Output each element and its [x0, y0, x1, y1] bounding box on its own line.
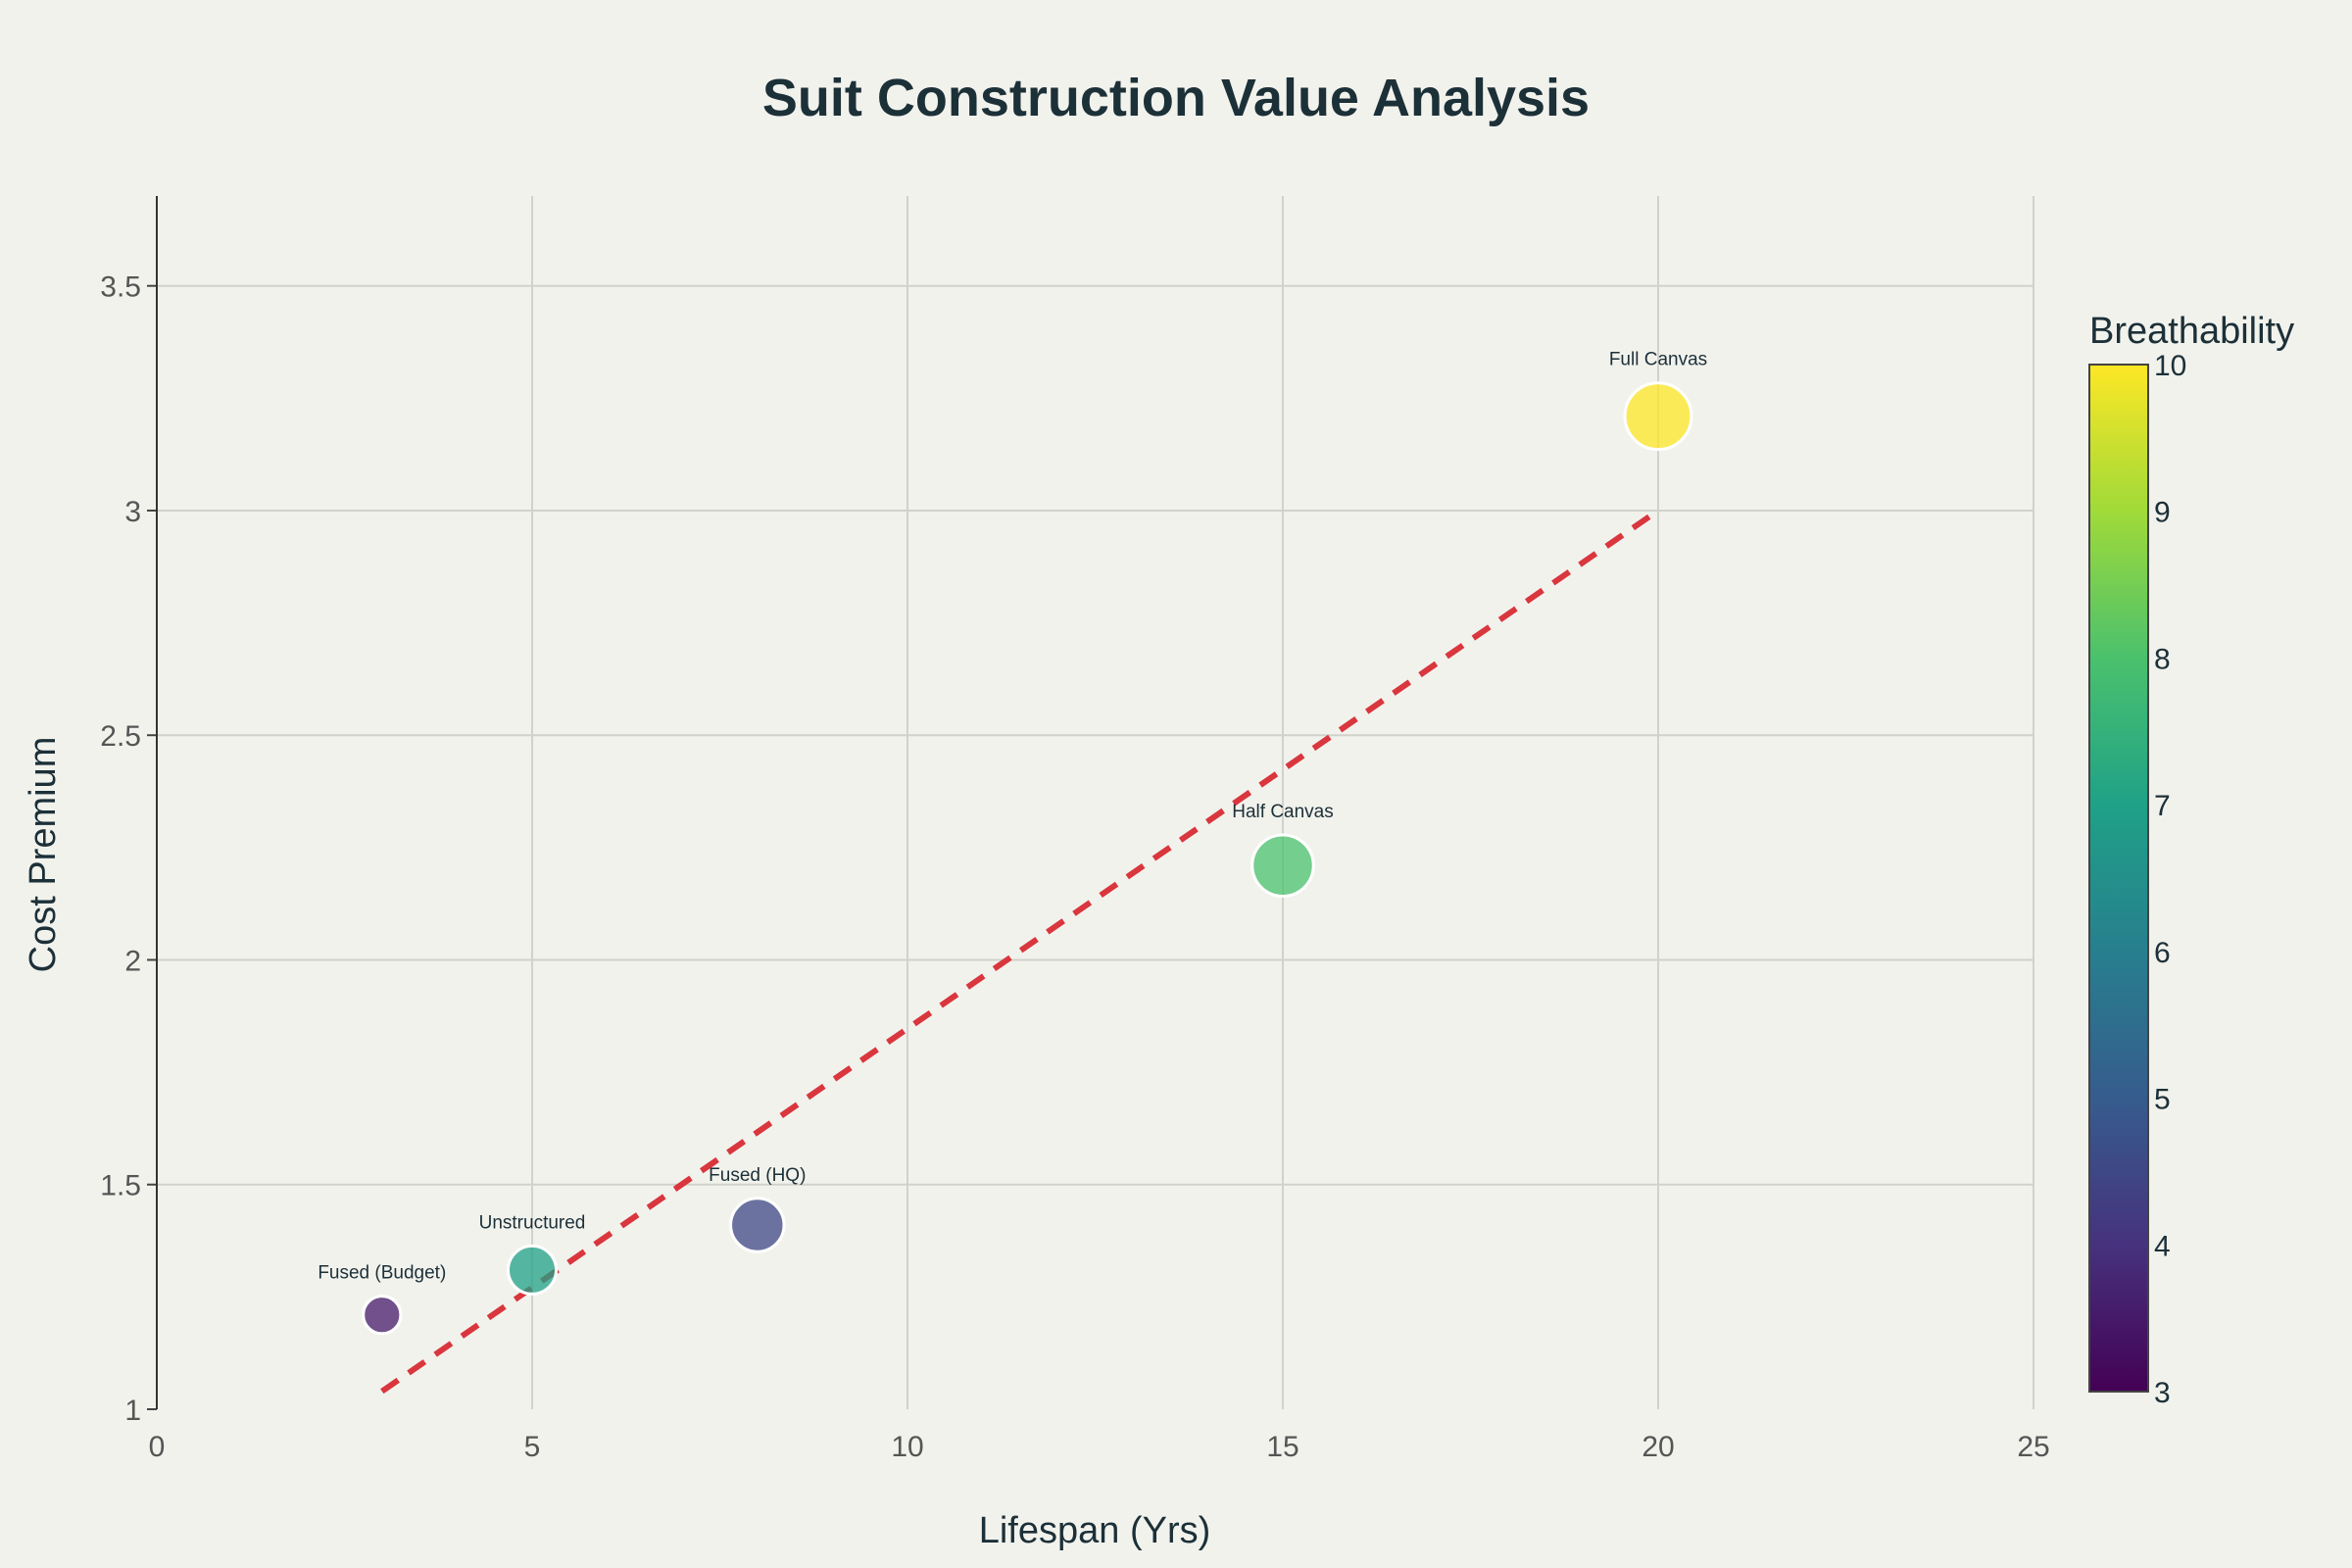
y-tick-label: 3.5: [100, 271, 141, 304]
scatter-point[interactable]: [507, 1244, 558, 1296]
trendline-group: [380, 508, 1660, 1395]
colorbar-tick-label: 5: [2154, 1084, 2171, 1116]
scatter-point[interactable]: [362, 1295, 403, 1336]
colorbar-ticks: 3 4 5 6 7 8 9 10: [2154, 350, 2186, 1409]
y-axis-title: Cost Premium: [23, 737, 64, 973]
points-group: [362, 381, 1693, 1336]
y-tick-label: 1: [124, 1395, 141, 1427]
x-tick-label: 5: [524, 1431, 541, 1463]
colorbar-tick-label: 7: [2154, 790, 2171, 822]
colorbar-title: Breathability: [2089, 311, 2294, 352]
y-tick-label: 3: [124, 496, 141, 528]
colorbar-tick-label: 9: [2154, 497, 2171, 529]
point-label: Half Canvas: [1232, 802, 1334, 822]
colorbar-tick-label: 10: [2154, 350, 2186, 382]
point-label: Fused (HQ): [709, 1165, 806, 1186]
colorbar-tick-label: 4: [2154, 1230, 2171, 1262]
point-label: Fused (Budget): [318, 1263, 446, 1284]
scatter-point[interactable]: [1250, 833, 1315, 898]
grid: [157, 196, 2034, 1409]
x-tick-label: 0: [149, 1431, 166, 1463]
x-tick-label: 15: [1266, 1431, 1298, 1463]
colorbar-tick-label: 3: [2154, 1377, 2171, 1409]
x-tick-label: 25: [2017, 1431, 2049, 1463]
x-axis-title: Lifespan (Yrs): [979, 1510, 1211, 1551]
chart-title: Suit Construction Value Analysis: [762, 69, 1590, 127]
y-tick-label: 1.5: [100, 1170, 141, 1202]
y-tick-label: 2: [124, 945, 141, 977]
scatter-point[interactable]: [1623, 381, 1693, 452]
colorbar: [2088, 364, 2149, 1393]
axes: 0 5 10 15 20 25 1 1.5 2 2.5 3 3.5: [100, 196, 2050, 1463]
y-tick-label: 2.5: [100, 720, 141, 753]
point-label: Full Canvas: [1609, 350, 1707, 370]
colorbar-tick-label: 6: [2154, 937, 2171, 969]
point-labels-group: Fused (Budget) Unstructured Fused (HQ) Half…: [318, 350, 1707, 1284]
scatter-point[interactable]: [729, 1197, 786, 1253]
colorbar-tick-label: 8: [2154, 643, 2171, 675]
point-label: Unstructured: [479, 1212, 586, 1233]
x-tick-label: 10: [891, 1431, 923, 1463]
x-tick-label: 20: [1642, 1431, 1674, 1463]
trendline: [380, 508, 1660, 1395]
